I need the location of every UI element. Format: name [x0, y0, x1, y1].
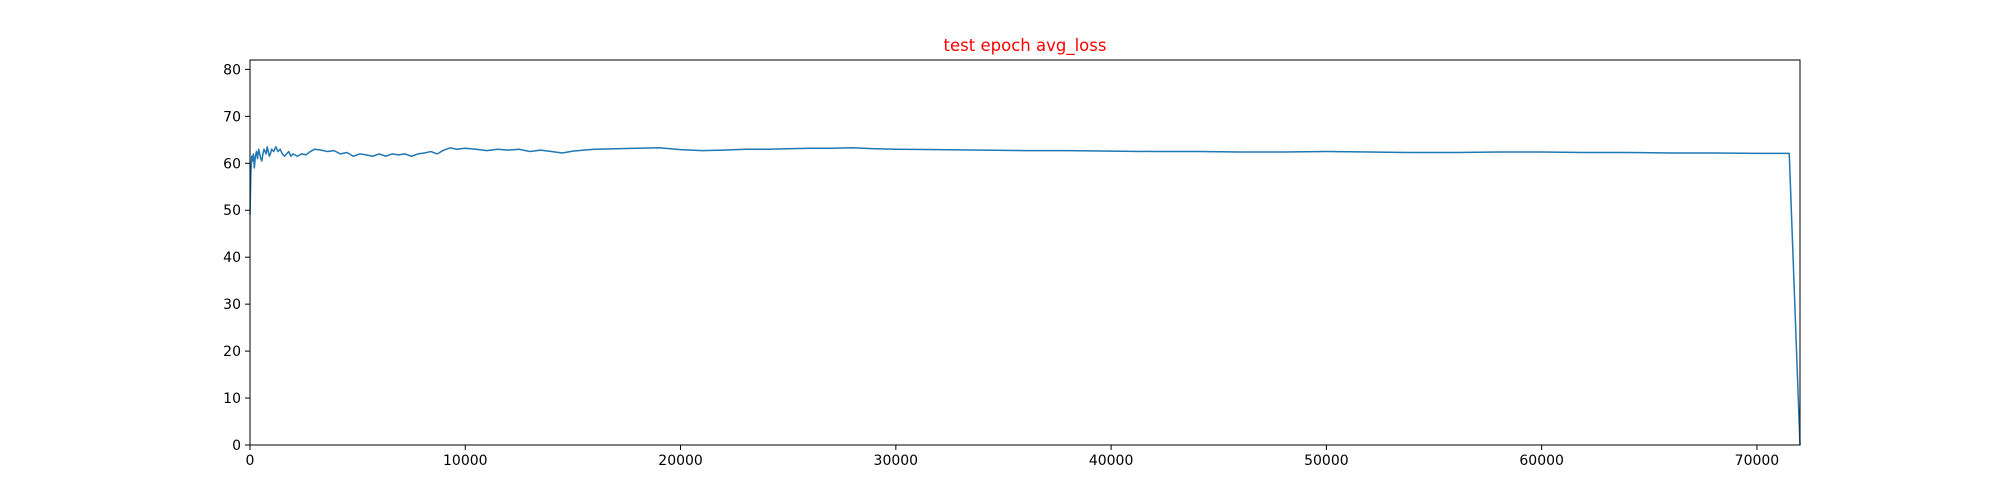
x-tick-label: 30000	[874, 453, 919, 469]
x-tick-label: 40000	[1089, 453, 1134, 469]
chart-title: test epoch avg_loss	[944, 36, 1107, 56]
y-tick-label: 0	[232, 438, 241, 454]
x-axis: 0 10000 20000 30000 40000 50000 60000 70000	[246, 445, 1780, 469]
y-tick-label: 70	[223, 109, 241, 125]
y-tick-label: 60	[223, 156, 241, 172]
y-tick-label: 20	[223, 344, 241, 360]
y-axis: 0 10 20 30 40 50 60 70 80	[223, 62, 250, 454]
y-tick-label: 40	[223, 250, 241, 266]
x-tick-label: 0	[246, 453, 255, 469]
x-tick-label: 10000	[443, 453, 488, 469]
y-tick-label: 10	[223, 391, 241, 407]
x-tick-label: 50000	[1304, 453, 1349, 469]
x-tick-label: 20000	[658, 453, 703, 469]
y-tick-label: 50	[223, 203, 241, 219]
y-tick-label: 30	[223, 297, 241, 313]
series-line	[249, 146, 1801, 446]
y-tick-label: 80	[223, 62, 241, 78]
x-tick-label: 60000	[1519, 453, 1564, 469]
x-tick-label: 70000	[1735, 453, 1780, 469]
plot-area	[249, 146, 1801, 446]
plot-frame	[249, 59, 1801, 446]
